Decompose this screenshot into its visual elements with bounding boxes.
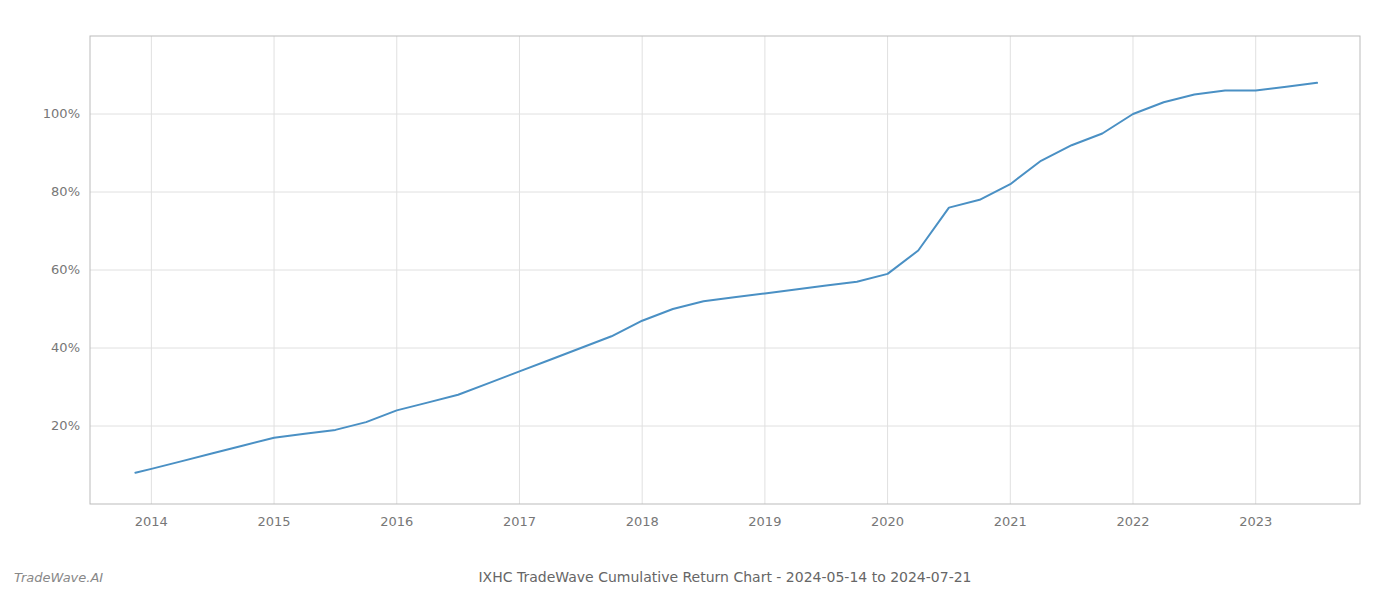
grid [90, 36, 1360, 504]
chart-container: 20% 40% 60% 80% 100% 2014 2015 2016 2017 2018 2019… [0, 0, 1400, 600]
x-grid-line [396, 36, 397, 504]
x-tick-label: 2023 [1239, 514, 1272, 529]
plot-frame [90, 36, 1360, 504]
y-grid-line [90, 426, 1360, 427]
line [135, 83, 1317, 473]
x-tick-label: 2019 [748, 514, 781, 529]
x-tick-label: 2020 [871, 514, 904, 529]
x-grid-line [274, 36, 275, 504]
tick-labels: 20% 40% 60% 80% 100% 2014 2015 2016 2017 2018 2019… [43, 106, 1272, 530]
title: IXHC TradeWave Cumulative Return Chart -… [478, 569, 971, 585]
x-grid-line [887, 36, 888, 504]
x-grid-line [1255, 36, 1256, 504]
y-tick-label: 40% [51, 340, 80, 355]
x-tick-label: 2022 [1116, 514, 1149, 529]
y-grid-line [90, 348, 1360, 349]
y-grid-line [90, 114, 1360, 115]
x-tick-label: 2018 [626, 514, 659, 529]
x-tick-label: 2021 [994, 514, 1027, 529]
y-tick-label: 100% [43, 106, 80, 121]
x-grid-line [151, 36, 152, 504]
x-tick-label: 2016 [380, 514, 413, 529]
y-tick-label: 20% [51, 418, 80, 433]
x-tick-label: 2014 [135, 514, 168, 529]
x-grid-line [1010, 36, 1011, 504]
chart-svg: 20% 40% 60% 80% 100% 2014 2015 2016 2017 2018 2019… [0, 0, 1400, 600]
x-grid-line [519, 36, 520, 504]
x-tick-label: 2017 [503, 514, 536, 529]
x-grid-line [764, 36, 765, 504]
x-grid-line [642, 36, 643, 504]
x-grid-line [1132, 36, 1133, 504]
y-grid-line [90, 192, 1360, 193]
data-layer [135, 83, 1317, 473]
watermark: TradeWave.AI [14, 570, 103, 585]
y-grid-line [90, 270, 1360, 271]
y-tick-label: 80% [51, 184, 80, 199]
x-tick-label: 2015 [258, 514, 291, 529]
y-tick-label: 60% [51, 262, 80, 277]
